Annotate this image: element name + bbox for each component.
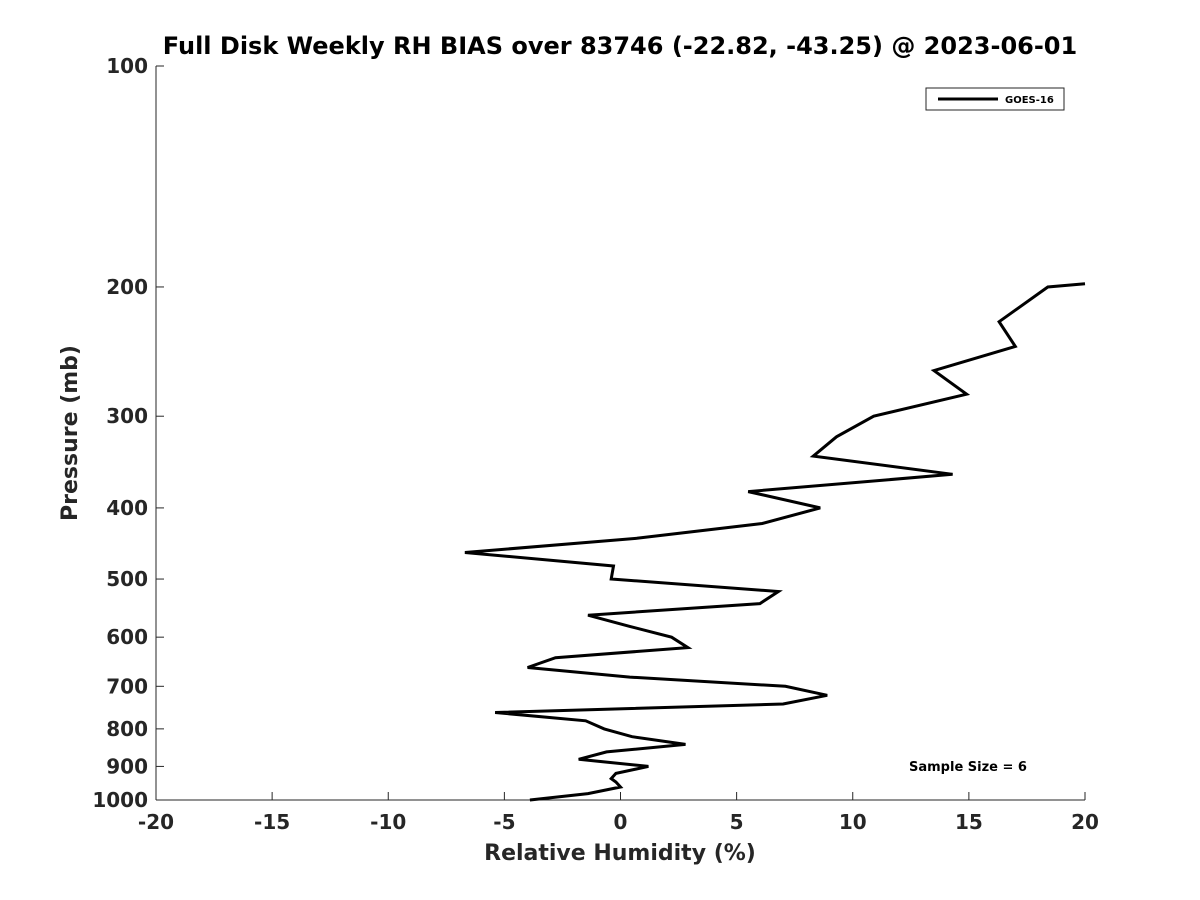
y-tick-label: 100 bbox=[106, 54, 148, 78]
y-tick-label: 500 bbox=[106, 567, 148, 591]
x-tick-label: 0 bbox=[614, 810, 628, 834]
x-tick-label: 5 bbox=[730, 810, 744, 834]
x-axis-ticks: -20 -15 -10 -5 0 5 10 15 20 bbox=[138, 792, 1099, 834]
y-tick-label: 200 bbox=[106, 275, 148, 299]
y-tick-label: 400 bbox=[106, 496, 148, 520]
x-tick-label: -15 bbox=[254, 810, 290, 834]
y-axis-ticks: 100 200 300 400 500 600 700 800 900 1000 bbox=[92, 54, 164, 812]
y-tick-label: 600 bbox=[106, 625, 148, 649]
x-tick-label: 10 bbox=[839, 810, 867, 834]
y-tick-label: 1000 bbox=[92, 788, 148, 812]
x-tick-label: -5 bbox=[493, 810, 515, 834]
x-tick-label: 20 bbox=[1071, 810, 1099, 834]
sample-size-annotation: Sample Size = 6 bbox=[909, 760, 1027, 775]
legend-label: GOES-16 bbox=[1005, 95, 1054, 106]
y-tick-label: 900 bbox=[106, 754, 148, 778]
x-tick-label: -10 bbox=[370, 810, 406, 834]
y-tick-label: 300 bbox=[106, 404, 148, 428]
series-line-goes-16 bbox=[464, 282, 1086, 802]
legend: GOES-16 bbox=[925, 87, 1065, 111]
x-tick-label: 15 bbox=[955, 810, 983, 834]
y-tick-label: 700 bbox=[106, 674, 148, 698]
y-axis-label: Pressure (mb) bbox=[58, 345, 83, 521]
x-tick-label: -20 bbox=[138, 810, 174, 834]
y-tick-label: 800 bbox=[106, 717, 148, 741]
x-axis-label: Relative Humidity (%) bbox=[484, 841, 756, 866]
chart-title: Full Disk Weekly RH BIAS over 83746 (-22… bbox=[163, 32, 1077, 60]
